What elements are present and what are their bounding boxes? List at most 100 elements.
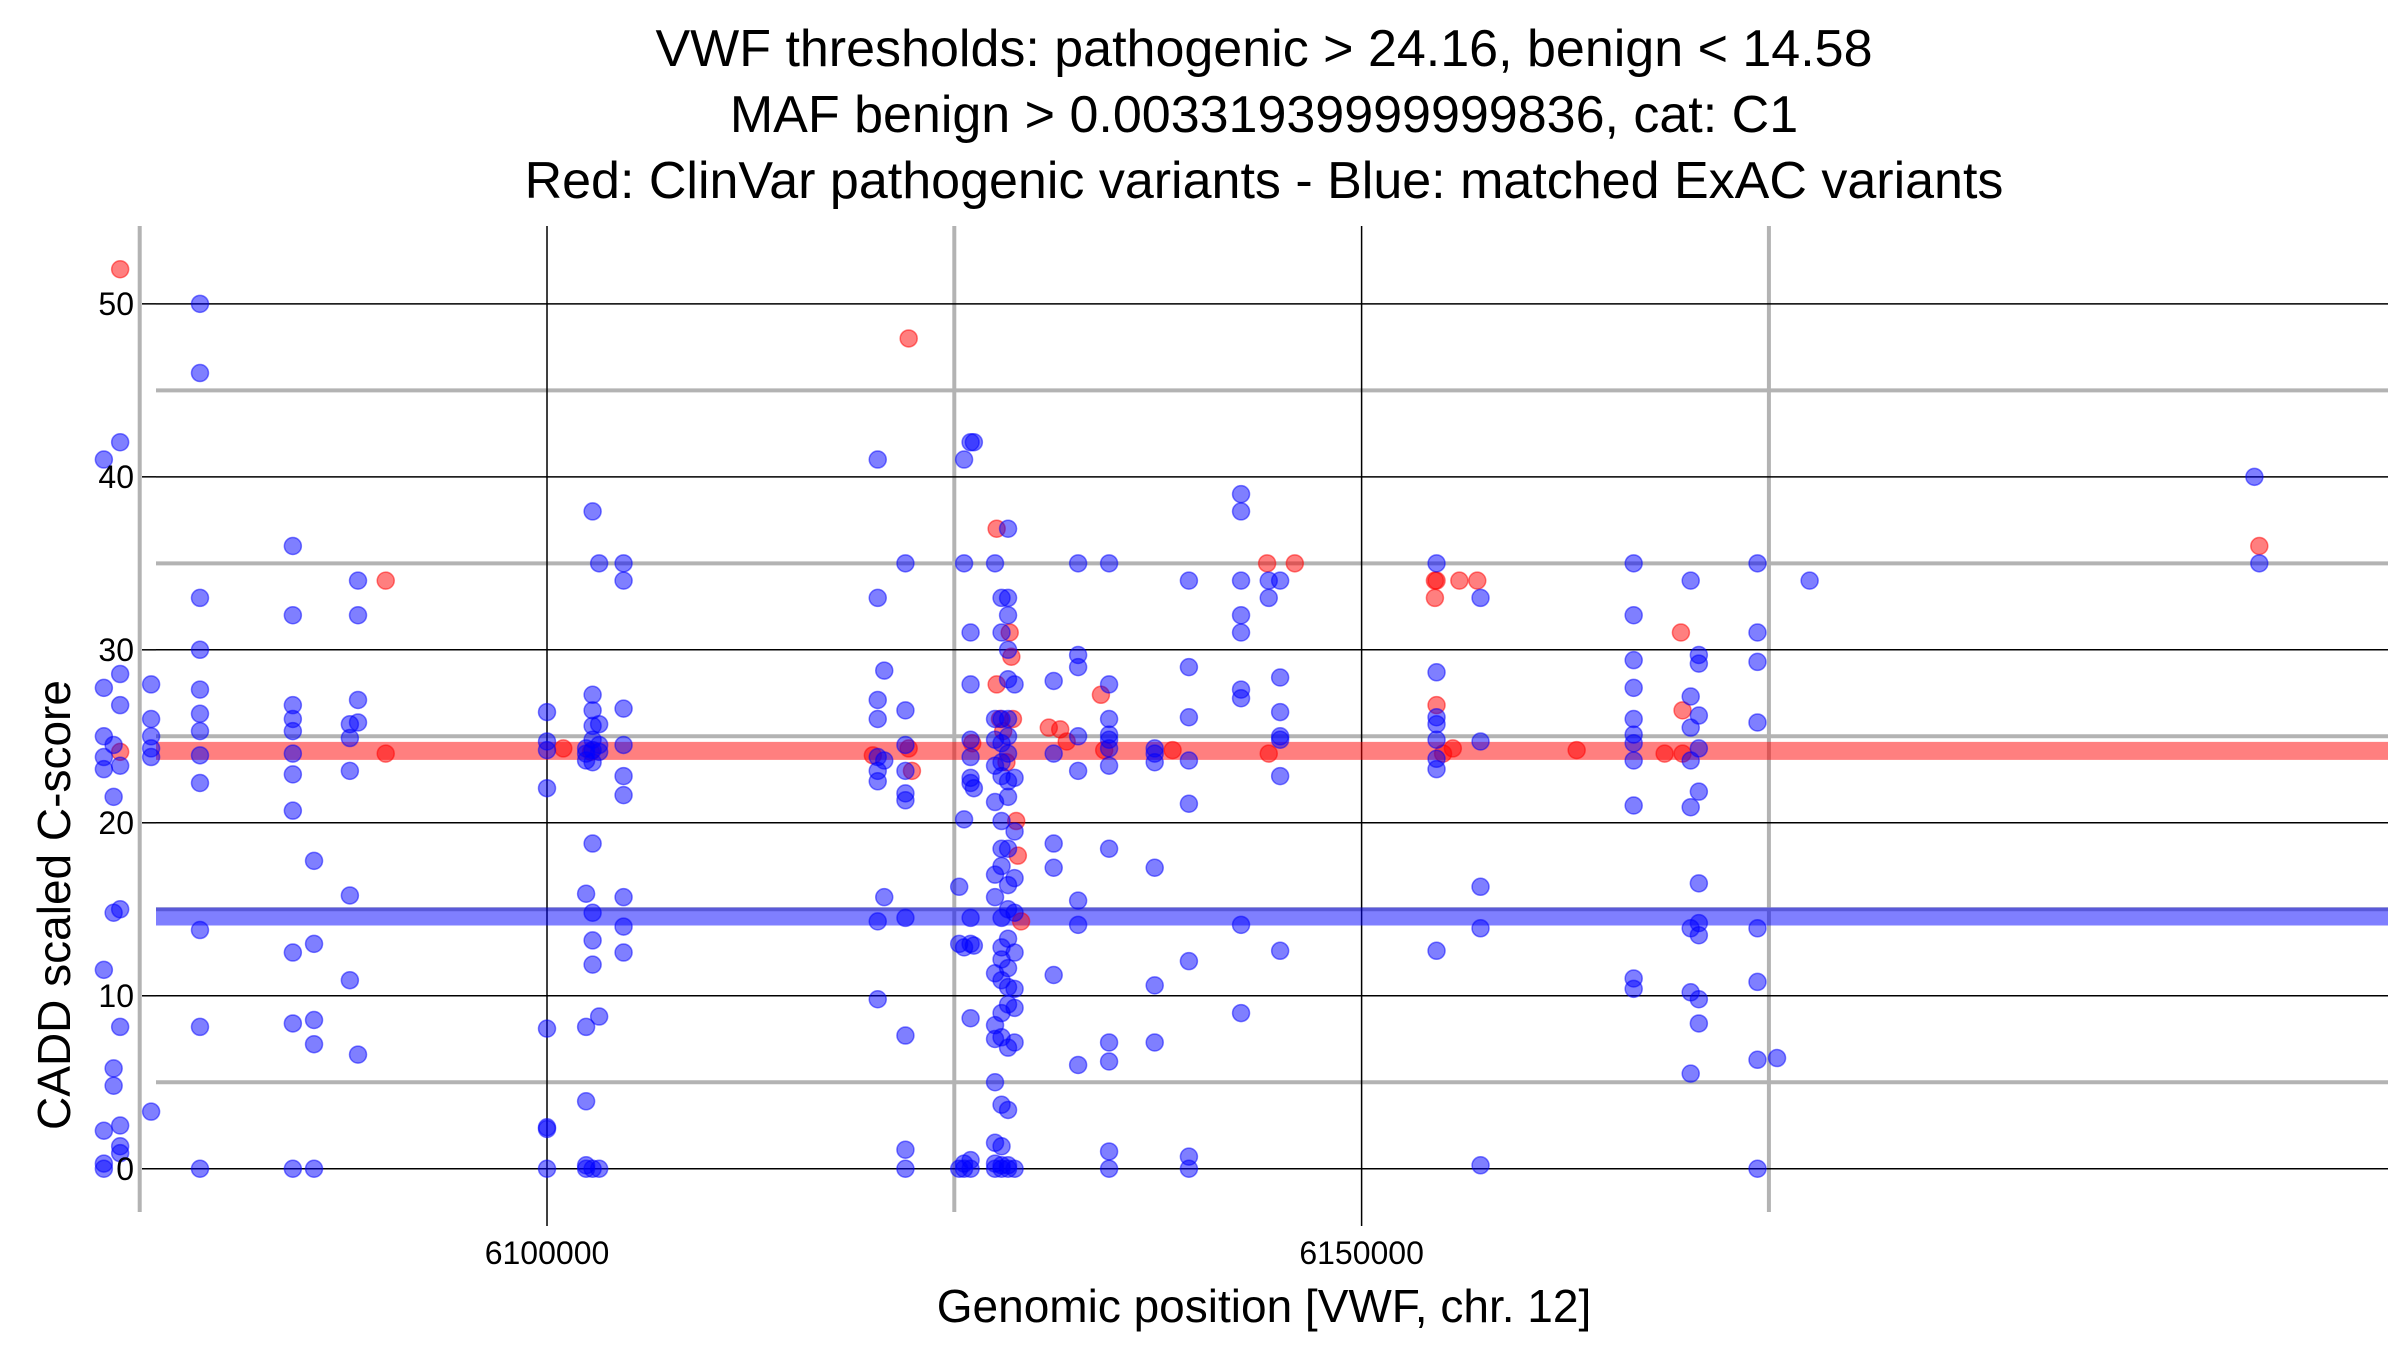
data-point [614, 699, 633, 718]
data-point [589, 714, 609, 734]
data-point [1044, 671, 1063, 691]
data-point [589, 735, 609, 755]
data-point [1044, 744, 1063, 763]
data-point [614, 785, 633, 805]
data-point [868, 588, 887, 608]
data-point [1179, 1159, 1199, 1179]
y-tick-label: 20 [98, 805, 134, 841]
data-point [998, 787, 1018, 807]
data-point [537, 740, 557, 760]
data-point [998, 958, 1018, 978]
data-point [961, 747, 980, 767]
series-1 [94, 294, 2269, 1179]
data-point [1145, 1033, 1164, 1052]
data-point [896, 761, 915, 781]
data-point [1005, 822, 1024, 841]
data-point [1567, 740, 1586, 760]
data-point [1005, 868, 1024, 888]
data-point [283, 605, 303, 625]
y-tick-label: 30 [98, 632, 134, 668]
data-point [589, 554, 609, 573]
data-point [875, 661, 894, 680]
data-point [190, 721, 210, 741]
data-point [1748, 554, 1767, 573]
data-point [1099, 675, 1119, 694]
data-point [875, 751, 894, 770]
y-axis-ticks: 0 10 20 30 40 50 [98, 286, 156, 1187]
data-point [589, 1159, 609, 1179]
data-point [94, 960, 114, 980]
data-point [141, 675, 161, 694]
x-axis-title: Genomic position [VWF, chr. 12] [937, 1280, 1592, 1332]
data-point [104, 787, 123, 807]
data-point [961, 623, 980, 642]
data-point [1624, 678, 1643, 698]
data-point [190, 294, 210, 314]
data-point [1427, 554, 1446, 573]
data-point [985, 1073, 1005, 1092]
x-tick-label: 6100000 [485, 1235, 610, 1271]
data-point [614, 887, 633, 907]
y-tick-label: 0 [116, 1151, 134, 1187]
data-point [1068, 761, 1088, 781]
data-point [304, 1159, 324, 1179]
data-point [1270, 702, 1290, 722]
data-point [283, 943, 303, 962]
data-point [868, 450, 887, 469]
series-0 [110, 259, 2269, 931]
data-point [992, 1137, 1011, 1156]
data-point [1748, 623, 1767, 642]
title-line-2: MAF benign > 0.00331939999999836, cat: C… [730, 86, 1798, 144]
data-point [1068, 554, 1088, 573]
data-point [537, 702, 557, 722]
data-point [992, 856, 1011, 876]
data-point [1163, 740, 1182, 760]
data-point [1145, 976, 1164, 995]
data-point [190, 640, 210, 660]
data-point [1748, 919, 1767, 938]
data-point [992, 811, 1011, 831]
data-point [1179, 657, 1199, 677]
data-point [1425, 588, 1445, 608]
data-point [896, 701, 915, 720]
data-point [110, 900, 130, 919]
data-point [614, 766, 633, 786]
data-point [110, 432, 130, 452]
data-point [1671, 623, 1691, 642]
data-point [2250, 554, 2269, 573]
data-point [875, 887, 894, 907]
data-point [998, 727, 1018, 746]
data-point [868, 772, 887, 791]
data-point [1468, 571, 1487, 590]
data-point [1005, 979, 1024, 999]
data-point [998, 1100, 1018, 1120]
data-point [998, 640, 1018, 660]
data-point [1231, 571, 1251, 590]
data-point [1099, 839, 1119, 858]
data-point [1231, 502, 1251, 521]
data-point [998, 519, 1018, 538]
data-point [304, 934, 324, 954]
data-point [998, 605, 1018, 625]
data-point [1231, 1003, 1251, 1023]
data-point [1044, 858, 1063, 878]
data-point [583, 834, 602, 853]
data-point [348, 713, 368, 732]
data-point [868, 709, 887, 729]
data-point [1748, 652, 1767, 672]
data-point [1624, 733, 1643, 753]
data-point [1624, 979, 1643, 999]
data-point [1689, 706, 1709, 725]
data-point [190, 363, 210, 383]
data-point [998, 709, 1018, 729]
data-point [1748, 1159, 1767, 1179]
data-point [1767, 1048, 1787, 1068]
data-point [1471, 877, 1490, 897]
data-point [954, 554, 974, 573]
data-point [964, 778, 984, 798]
data-point [1624, 796, 1643, 815]
data-point [1471, 588, 1490, 608]
data-point [94, 450, 114, 469]
data-point [896, 1026, 915, 1045]
data-point [283, 721, 303, 741]
